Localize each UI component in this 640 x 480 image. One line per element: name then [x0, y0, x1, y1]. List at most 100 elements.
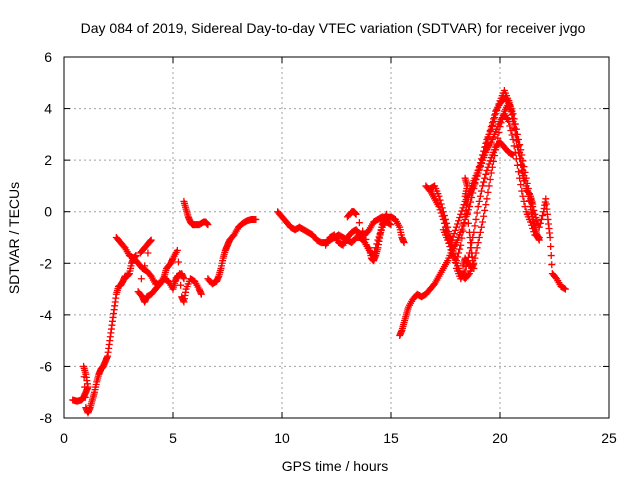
- data-point: [448, 236, 456, 244]
- data-point: [476, 192, 484, 200]
- data-point: [489, 115, 497, 123]
- data-point: [476, 163, 484, 171]
- data-point: [470, 182, 478, 190]
- data-point: [481, 206, 489, 214]
- data-point: [481, 174, 489, 182]
- data-point: [519, 192, 527, 200]
- data-point: [445, 239, 453, 247]
- data-point: [436, 196, 444, 204]
- data-point: [517, 181, 525, 189]
- data-point: [476, 228, 484, 236]
- plot-frame: [63, 56, 610, 419]
- data-point: [147, 236, 155, 244]
- data-point: [452, 223, 460, 231]
- data-point: [461, 267, 469, 275]
- data-point: [457, 210, 465, 218]
- x-tick-label: 15: [383, 430, 399, 446]
- data-point: [486, 157, 494, 165]
- data-point: [473, 209, 481, 217]
- data-point: [536, 219, 544, 227]
- data-point: [477, 187, 485, 195]
- y-tick-label: -2: [40, 255, 53, 271]
- data-point: [477, 223, 485, 231]
- data-point: [509, 117, 517, 125]
- data-point: [547, 243, 555, 251]
- data-point: [546, 234, 554, 241]
- data-point: [440, 212, 448, 220]
- data-point: [452, 257, 460, 265]
- data-point: [532, 214, 540, 222]
- data-points: [69, 87, 569, 417]
- data-point: [513, 143, 521, 151]
- data-point: [81, 383, 89, 391]
- data-point: [511, 130, 519, 138]
- data-point: [483, 166, 491, 174]
- data-point: [484, 188, 492, 196]
- y-tick-label: 0: [44, 204, 52, 220]
- data-point: [515, 168, 523, 176]
- data-point: [359, 227, 367, 235]
- data-point: [464, 219, 472, 227]
- data-point: [462, 201, 470, 209]
- data-point: [450, 230, 458, 238]
- data-point: [479, 182, 487, 190]
- chart-title: Day 084 of 2019, Sidereal Day-to-day VTE…: [81, 20, 586, 36]
- data-point: [176, 270, 184, 278]
- data-point: [438, 204, 446, 212]
- data-point: [535, 234, 543, 241]
- data-point: [451, 226, 459, 234]
- data-point: [137, 275, 145, 283]
- y-tick-label: 2: [44, 152, 52, 168]
- data-point: [480, 178, 488, 186]
- data-point: [455, 217, 463, 225]
- data-point: [491, 111, 499, 119]
- data-point: [461, 192, 469, 200]
- data-point: [446, 243, 454, 251]
- data-point: [488, 119, 496, 127]
- data-point: [485, 160, 493, 168]
- data-point: [482, 143, 490, 151]
- data-point: [442, 215, 449, 223]
- data-point: [197, 290, 205, 298]
- data-point: [530, 228, 538, 236]
- data-point: [479, 218, 487, 226]
- data-point: [474, 239, 482, 247]
- data-point: [548, 261, 556, 269]
- data-point: [547, 252, 555, 260]
- data-point: [516, 155, 524, 163]
- data-point: [458, 234, 466, 242]
- data-point: [474, 203, 482, 211]
- data-point: [472, 215, 480, 223]
- x-tick-label: 10: [274, 430, 290, 446]
- axis-ticks: 0 5 10 15 20 25 -8 -6 -4 -2 0 2 4 6: [40, 49, 617, 446]
- data-point: [473, 172, 481, 180]
- data-point: [439, 208, 447, 216]
- data-point: [473, 244, 481, 252]
- series-track-4: [180, 197, 212, 229]
- y-tick-label: 6: [44, 49, 52, 65]
- data-point: [456, 245, 464, 253]
- data-point: [479, 156, 487, 164]
- data-point: [400, 239, 408, 247]
- data-point: [362, 235, 370, 243]
- data-point: [444, 223, 452, 231]
- data-point: [529, 200, 537, 208]
- data-point: [437, 200, 445, 208]
- y-tick-label: -4: [40, 307, 53, 323]
- data-point: [537, 215, 545, 223]
- data-point: [447, 246, 455, 254]
- series-track-5: [204, 215, 260, 288]
- data-point: [487, 123, 495, 131]
- data-point: [449, 233, 457, 241]
- data-point: [494, 134, 502, 142]
- data-point: [435, 192, 443, 200]
- data-point: [482, 170, 490, 178]
- data-point: [487, 169, 495, 177]
- data-point: [527, 218, 535, 226]
- data-point: [453, 253, 461, 261]
- data-point: [521, 203, 529, 211]
- data-point: [383, 210, 391, 218]
- data-point: [475, 166, 483, 174]
- data-point: [80, 373, 88, 381]
